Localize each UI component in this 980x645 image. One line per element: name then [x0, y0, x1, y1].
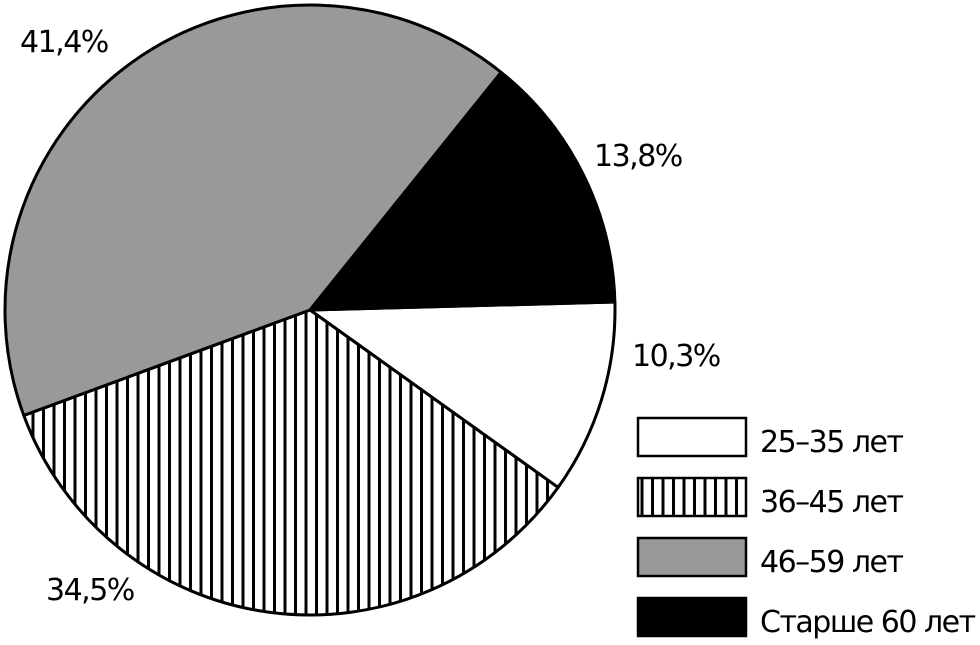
legend-swatch-60-plus — [636, 596, 748, 638]
legend-label-36-45: 36–45 лет — [760, 485, 904, 520]
legend-swatch-36-45 — [636, 476, 748, 518]
legend-swatch-25-35 — [636, 416, 748, 458]
pie-value-labels: 10,3% 34,5% 41,4% 13,8% — [20, 25, 721, 608]
slice-25-35 — [308, 300, 617, 489]
slice-36-45 — [22, 308, 560, 617]
legend-label-60-plus: Старше 60 лет — [760, 605, 976, 640]
pie-slices — [3, 3, 617, 617]
slice-label-36-45: 34,5% — [46, 573, 134, 608]
slice-46-59 — [3, 3, 503, 417]
slice-label-25-35: 10,3% — [632, 339, 720, 374]
legend: 25–35 лет 36–45 лет 46–59 лет Старше 60 … — [636, 416, 977, 640]
legend-label-25-35: 25–35 лет — [760, 425, 904, 460]
slice-label-46-59: 41,4% — [20, 25, 108, 60]
legend-swatch-46-59 — [636, 536, 748, 578]
slice-60-plus — [308, 70, 617, 312]
slice-label-60-plus: 13,8% — [594, 139, 682, 174]
legend-label-46-59: 46–59 лет — [760, 545, 904, 580]
